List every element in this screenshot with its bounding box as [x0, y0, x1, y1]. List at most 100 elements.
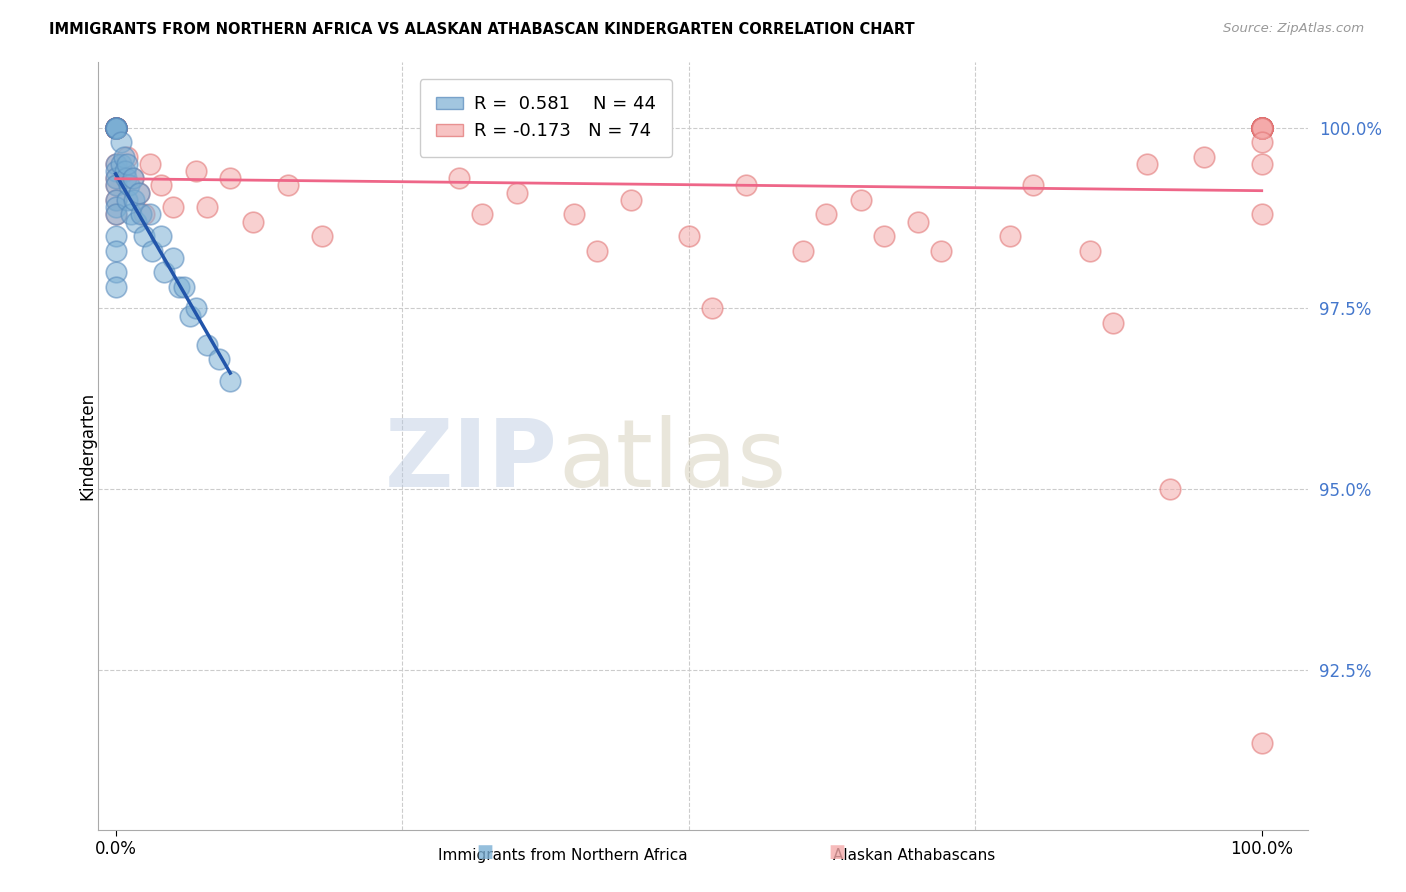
Point [700, 301, 723, 316]
Point [1250, 120, 1272, 135]
Point [184, 164, 207, 178]
Point [506, 186, 529, 200]
Point [1250, 120, 1272, 135]
Point [1250, 120, 1272, 135]
Point [1136, 157, 1159, 171]
Point [1250, 120, 1272, 135]
Point [1250, 120, 1272, 135]
Point [115, 171, 138, 186]
Point [1250, 120, 1272, 135]
Point [104, 164, 127, 178]
Point [104, 120, 127, 135]
Point [104, 178, 127, 193]
Point [121, 171, 143, 186]
Point [104, 157, 127, 171]
Point [104, 120, 127, 135]
Point [104, 265, 127, 279]
Point [1250, 207, 1272, 221]
Point [104, 120, 127, 135]
Point [735, 178, 758, 193]
Point [471, 207, 494, 221]
Point [104, 207, 127, 221]
Point [115, 193, 138, 207]
Point [1250, 120, 1272, 135]
Point [122, 193, 145, 207]
Point [104, 178, 127, 193]
Point [277, 178, 299, 193]
Point [134, 229, 156, 244]
Legend: R =  0.581    N = 44, R = -0.173   N = 74: R = 0.581 N = 44, R = -0.173 N = 74 [419, 79, 672, 157]
Point [195, 200, 218, 214]
Point [1194, 149, 1216, 163]
Point [1250, 120, 1272, 135]
Point [929, 244, 952, 258]
Point [120, 207, 142, 221]
Point [167, 280, 190, 294]
Text: ■: ■ [477, 843, 494, 861]
Text: ■: ■ [828, 843, 845, 861]
Point [219, 374, 242, 388]
Point [104, 120, 127, 135]
Point [104, 120, 127, 135]
Point [104, 120, 127, 135]
Point [620, 193, 643, 207]
Point [1078, 244, 1101, 258]
Point [104, 171, 127, 186]
Point [104, 207, 127, 221]
Point [115, 157, 138, 171]
Point [162, 200, 184, 214]
Point [1250, 120, 1272, 135]
Point [1250, 120, 1272, 135]
Point [195, 337, 218, 351]
Point [184, 301, 207, 316]
Point [1250, 120, 1272, 135]
Text: Immigrants from Northern Africa: Immigrants from Northern Africa [437, 848, 688, 863]
Point [907, 214, 929, 228]
Point [128, 186, 150, 200]
Point [242, 214, 264, 228]
Point [678, 229, 700, 244]
Point [1250, 157, 1272, 171]
Point [128, 186, 150, 200]
Point [586, 244, 609, 258]
Point [152, 265, 174, 279]
Point [139, 157, 162, 171]
Text: Alaskan Athabascans: Alaskan Athabascans [832, 848, 995, 863]
Point [1250, 120, 1272, 135]
Text: IMMIGRANTS FROM NORTHERN AFRICA VS ALASKAN ATHABASCAN KINDERGARTEN CORRELATION C: IMMIGRANTS FROM NORTHERN AFRICA VS ALASK… [49, 22, 915, 37]
Point [104, 193, 127, 207]
Point [104, 200, 127, 214]
Point [114, 164, 136, 178]
Point [1250, 120, 1272, 135]
Point [104, 193, 127, 207]
Point [129, 207, 152, 221]
Point [1250, 120, 1272, 135]
Point [1250, 135, 1272, 149]
Y-axis label: Kindergarten: Kindergarten [79, 392, 96, 500]
Point [104, 120, 127, 135]
Point [162, 251, 184, 265]
Point [815, 207, 838, 221]
Point [104, 120, 127, 135]
Point [104, 280, 127, 294]
Point [104, 120, 127, 135]
Point [150, 229, 173, 244]
Point [125, 214, 148, 228]
Point [1101, 316, 1123, 330]
Point [179, 309, 201, 323]
Point [121, 171, 143, 186]
Point [1250, 120, 1272, 135]
Point [219, 171, 242, 186]
Point [134, 207, 156, 221]
Point [562, 207, 585, 221]
Point [104, 120, 127, 135]
Point [1250, 120, 1272, 135]
Point [139, 207, 162, 221]
Point [872, 229, 894, 244]
Point [110, 135, 132, 149]
Point [1159, 483, 1181, 497]
Point [449, 171, 471, 186]
Point [112, 149, 135, 163]
Point [998, 229, 1021, 244]
Point [104, 120, 127, 135]
